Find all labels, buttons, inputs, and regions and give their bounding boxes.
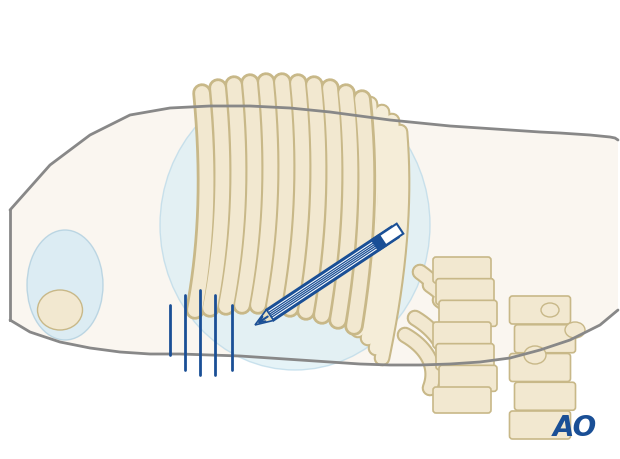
FancyBboxPatch shape bbox=[515, 325, 575, 353]
Polygon shape bbox=[371, 235, 386, 251]
Text: AO: AO bbox=[553, 414, 597, 442]
FancyBboxPatch shape bbox=[436, 344, 494, 369]
Ellipse shape bbox=[565, 322, 585, 338]
FancyBboxPatch shape bbox=[510, 411, 570, 439]
Polygon shape bbox=[10, 106, 618, 365]
FancyBboxPatch shape bbox=[433, 257, 491, 283]
FancyBboxPatch shape bbox=[515, 382, 575, 410]
Ellipse shape bbox=[37, 290, 82, 330]
Polygon shape bbox=[255, 309, 273, 325]
Ellipse shape bbox=[524, 346, 546, 364]
Ellipse shape bbox=[27, 230, 103, 340]
Polygon shape bbox=[267, 228, 397, 319]
FancyBboxPatch shape bbox=[433, 387, 491, 413]
Ellipse shape bbox=[541, 303, 559, 317]
Polygon shape bbox=[379, 224, 404, 245]
Polygon shape bbox=[267, 227, 399, 320]
Ellipse shape bbox=[160, 80, 430, 370]
FancyBboxPatch shape bbox=[439, 300, 497, 326]
FancyBboxPatch shape bbox=[510, 296, 570, 324]
FancyBboxPatch shape bbox=[436, 279, 494, 305]
FancyBboxPatch shape bbox=[439, 365, 497, 392]
FancyBboxPatch shape bbox=[433, 322, 491, 348]
FancyBboxPatch shape bbox=[510, 353, 570, 381]
